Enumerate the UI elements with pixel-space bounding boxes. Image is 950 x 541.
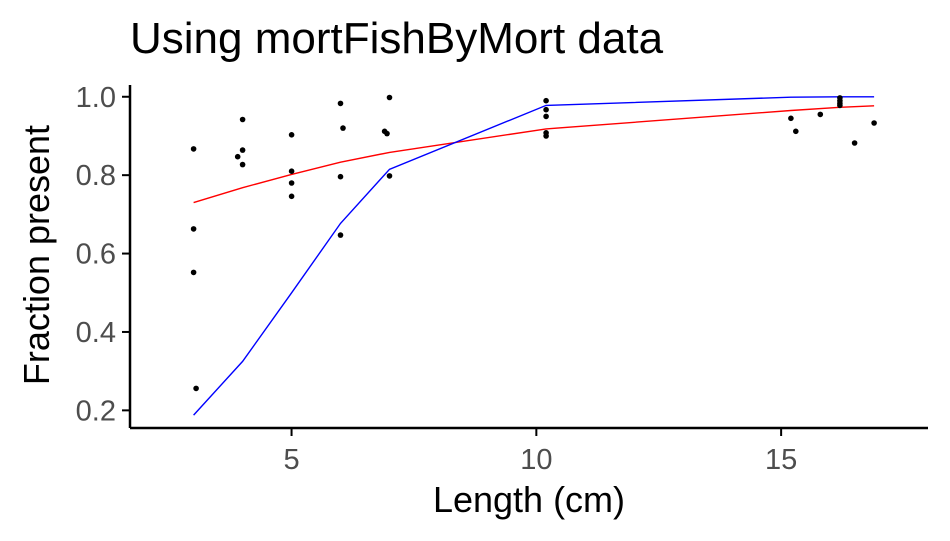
data-point	[288, 132, 295, 138]
data-point	[837, 102, 843, 109]
y-tick-label: 0.2	[76, 395, 116, 427]
data-point	[871, 120, 877, 126]
data-point	[288, 180, 295, 186]
series-line-1	[193, 105, 875, 204]
data-point	[239, 116, 246, 123]
data-point	[239, 147, 246, 153]
data-point	[543, 133, 549, 139]
data-point	[190, 146, 197, 152]
x-tick-label: 10	[520, 444, 552, 476]
data-point	[543, 113, 549, 120]
data-point	[384, 130, 390, 137]
chart-title: Using mortFishByMort data	[130, 14, 664, 63]
series-lines	[193, 96, 875, 416]
data-points	[190, 94, 877, 392]
data-point	[386, 94, 393, 101]
x-ticks: 5 10 15	[283, 428, 797, 476]
axes	[128, 85, 928, 430]
x-tick-label: 15	[765, 444, 797, 476]
data-point	[190, 269, 197, 276]
data-point	[340, 125, 346, 131]
data-point	[543, 97, 549, 104]
x-tick-label: 5	[283, 444, 299, 476]
data-point	[337, 232, 344, 238]
data-point	[793, 128, 799, 135]
y-tick-label: 0.6	[76, 239, 116, 271]
data-point	[288, 168, 295, 174]
data-point	[234, 153, 241, 160]
data-point	[190, 226, 197, 232]
data-point	[337, 173, 344, 180]
data-point	[288, 193, 295, 200]
data-point	[239, 161, 246, 168]
data-point	[337, 100, 344, 107]
x-axis-title: Length (cm)	[433, 479, 625, 520]
y-axis-title: Fraction present	[16, 125, 57, 385]
data-point	[193, 385, 199, 392]
y-tick-label: 0.4	[76, 317, 116, 349]
y-tick-label: 0.8	[76, 160, 116, 192]
y-ticks: 0.2 0.4 0.6 0.8 1.0	[76, 82, 130, 427]
series-line-2	[193, 96, 875, 416]
data-point	[817, 111, 824, 118]
data-point	[543, 106, 549, 113]
y-tick-label: 1.0	[76, 82, 116, 114]
data-point	[788, 115, 794, 122]
data-point	[386, 173, 393, 179]
data-point	[851, 140, 858, 146]
